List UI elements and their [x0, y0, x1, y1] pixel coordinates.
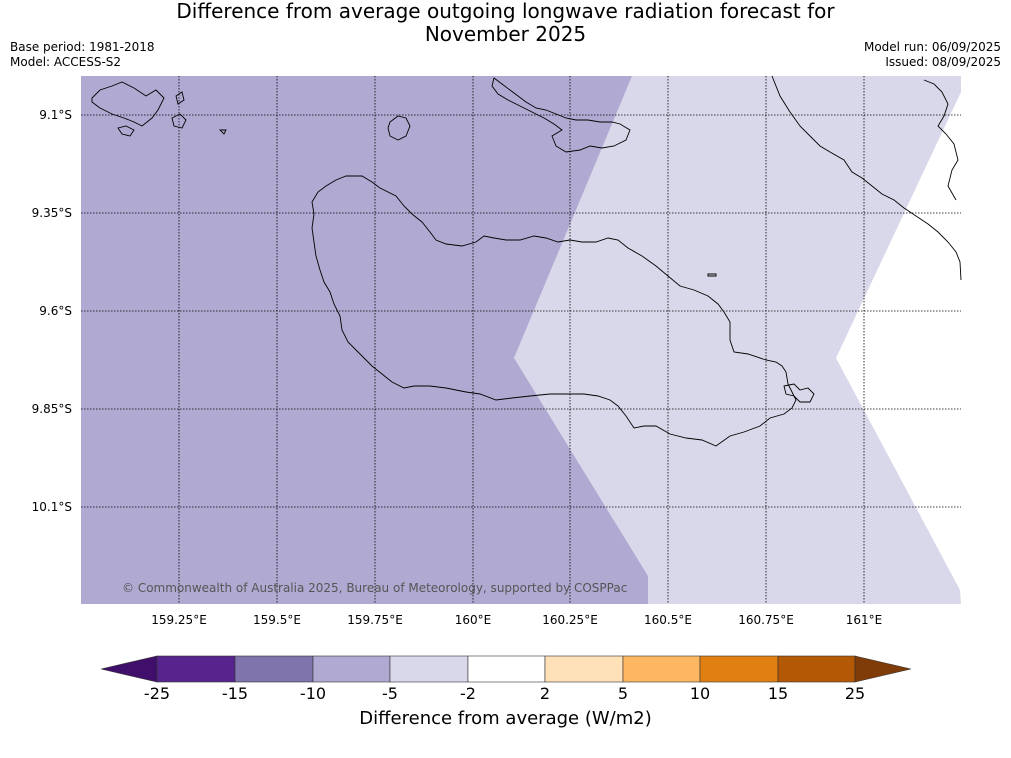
lat-tick-3: 9.6°S — [39, 304, 72, 318]
lon-tick-7: 160.75°E — [738, 613, 794, 627]
lat-tick-2: 9.35°S — [31, 206, 72, 220]
lon-tick-8: 161°E — [845, 613, 883, 627]
colorbar-bin-6 — [544, 655, 624, 683]
colorbar-tick-8: 10 — [689, 684, 711, 703]
chart-title: Difference from average outgoing longwav… — [0, 0, 1011, 46]
colorbar-bin-8 — [699, 655, 779, 683]
meta-left: Base period: 1981-2018 Model: ACCESS-S2 — [10, 40, 155, 70]
model-name: Model: ACCESS-S2 — [10, 55, 122, 69]
coastline-russell-islet-4 — [218, 129, 227, 135]
lon-tick-6: 160.5°E — [644, 613, 692, 627]
colorbar-tick-1: -25 — [143, 684, 171, 703]
colorbar-bin-1 — [156, 655, 236, 683]
issued-date: Issued: 08/09/2025 — [885, 55, 1001, 69]
coastline-russell-islet-1 — [117, 125, 135, 137]
lon-tick-3: 159.75°E — [347, 613, 403, 627]
colorbar-bin-2 — [234, 655, 314, 683]
coastline-islet — [707, 273, 717, 277]
coastline-florida-islands — [491, 77, 631, 153]
colorbar-tick-3: -10 — [299, 684, 327, 703]
base-period: Base period: 1981-2018 — [10, 40, 155, 54]
title-line-2: November 2025 — [424, 22, 587, 46]
colorbar-tick-6: 2 — [539, 684, 551, 703]
lat-tick-5: 10.1°S — [31, 500, 72, 514]
coastline-russell-islet-3 — [175, 91, 185, 105]
colorbar-tick-9: 15 — [767, 684, 789, 703]
coastline-marau-islets — [783, 383, 815, 403]
lon-tick-1: 159.25°E — [151, 613, 207, 627]
lon-tick-4: 160°E — [454, 613, 492, 627]
coastline-malaita — [771, 75, 962, 281]
model-run: Model run: 06/09/2025 — [863, 40, 1001, 54]
coastline-guadalcanal — [311, 175, 797, 447]
colorbar-extend-low — [100, 655, 158, 683]
colorbar-tick-5: -2 — [460, 684, 476, 703]
colorbar-bin-7 — [622, 655, 701, 683]
colorbar-tick-2: -15 — [221, 684, 249, 703]
colorbar-tick-7: 5 — [617, 684, 629, 703]
coastline-small-malaita — [923, 79, 959, 201]
region-minus10-minus5 — [81, 76, 648, 604]
colorbar-tick-10: 25 — [844, 684, 866, 703]
coastline-russell-islet-2 — [171, 113, 187, 129]
region-minus2-plus2-lower — [836, 90, 961, 604]
colorbar-label: Difference from average (W/m2) — [359, 708, 652, 729]
colorbar-bin-9 — [777, 655, 856, 683]
colorbar-extend-high — [854, 655, 912, 683]
lat-tick-4: 9.85°S — [31, 402, 72, 416]
colorbar-bin-4 — [389, 655, 469, 683]
colorbar — [100, 655, 912, 683]
lon-tick-5: 160.25°E — [542, 613, 598, 627]
colorbar-tick-4: -5 — [382, 684, 398, 703]
coastlines — [91, 75, 962, 447]
meta-right: Model run: 06/09/2025 Issued: 08/09/2025 — [864, 40, 1001, 70]
colorbar-bin-5 — [467, 655, 546, 683]
grid-lines — [81, 76, 961, 604]
title-line-1: Difference from average outgoing longwav… — [176, 0, 835, 23]
lat-tick-1: 9.1°S — [39, 108, 72, 122]
coastline-russell-islands — [91, 81, 165, 127]
lon-tick-2: 159.5°E — [253, 613, 301, 627]
copyright-notice: © Commonwealth of Australia 2025, Bureau… — [122, 581, 628, 595]
coastline-savo — [387, 115, 411, 141]
colorbar-bin-3 — [312, 655, 391, 683]
